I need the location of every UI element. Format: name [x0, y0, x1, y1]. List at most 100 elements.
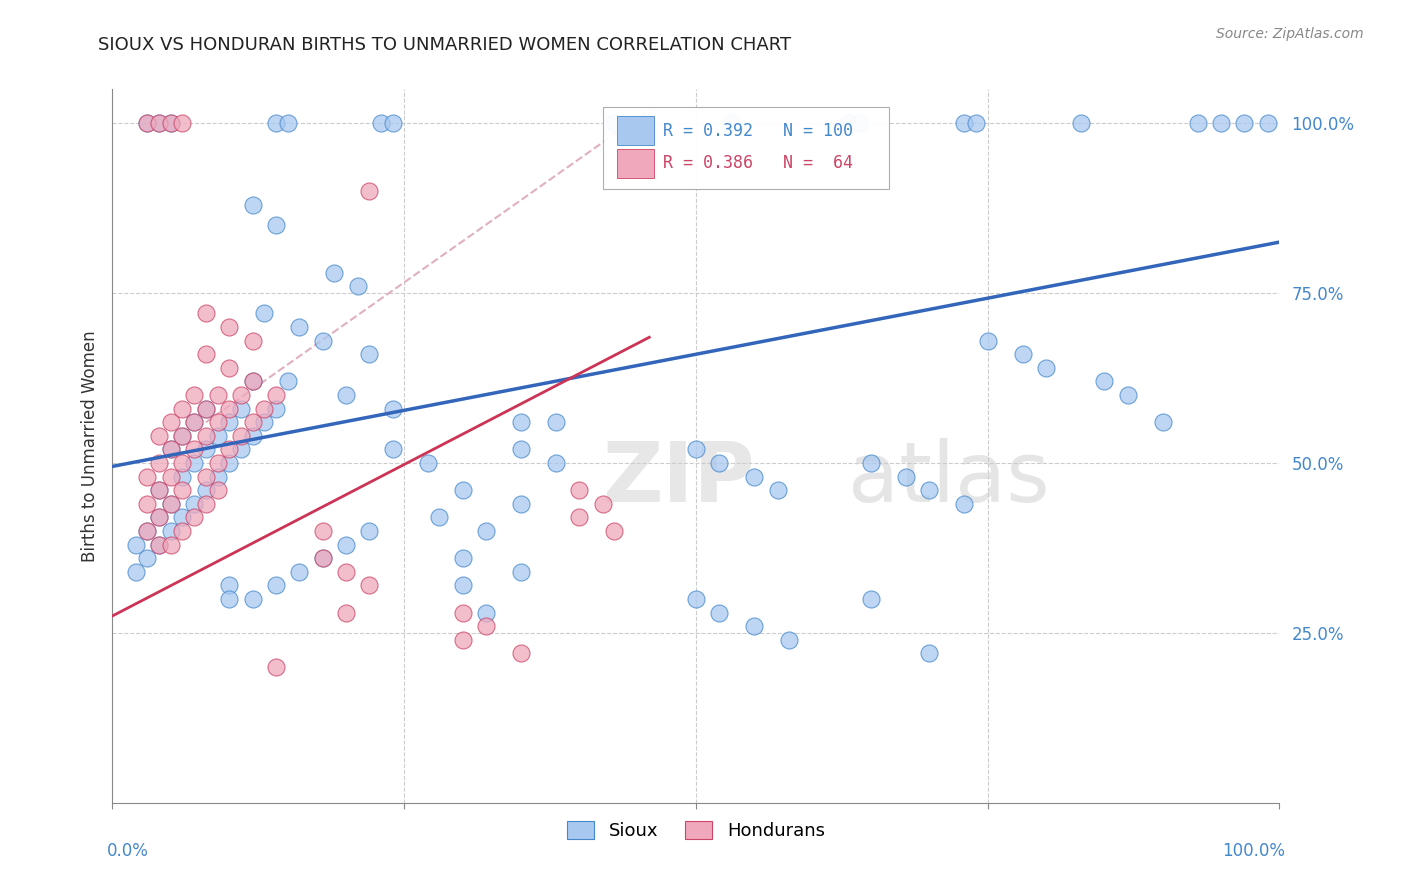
- Point: [194, 497, 217, 511]
- Point: [194, 429, 217, 443]
- Point: [475, 524, 498, 538]
- Point: [229, 401, 252, 416]
- Point: [160, 537, 183, 551]
- Legend: Sioux, Hondurans: Sioux, Hondurans: [560, 814, 832, 847]
- Point: [509, 415, 531, 429]
- Point: [148, 429, 170, 443]
- Point: [160, 524, 183, 538]
- Point: [311, 524, 333, 538]
- Point: [172, 429, 194, 443]
- Point: [183, 442, 205, 457]
- Point: [194, 442, 217, 457]
- Point: [148, 483, 170, 498]
- Point: [451, 483, 474, 498]
- Point: [603, 524, 626, 538]
- Point: [592, 497, 614, 511]
- Point: [359, 578, 381, 592]
- Point: [160, 415, 183, 429]
- Point: [172, 483, 194, 498]
- Point: [860, 591, 883, 606]
- Point: [335, 537, 357, 551]
- Point: [207, 469, 229, 483]
- Point: [160, 116, 183, 130]
- Point: [264, 218, 287, 232]
- Point: [766, 483, 789, 498]
- Point: [335, 565, 357, 579]
- Point: [544, 456, 567, 470]
- Point: [264, 116, 287, 130]
- Point: [288, 320, 311, 334]
- FancyBboxPatch shape: [617, 116, 654, 145]
- Point: [148, 510, 170, 524]
- Y-axis label: Births to Unmarried Women: Births to Unmarried Women: [80, 330, 98, 562]
- Point: [218, 456, 240, 470]
- Point: [860, 456, 883, 470]
- Point: [160, 442, 183, 457]
- Point: [1070, 116, 1092, 130]
- Point: [509, 442, 531, 457]
- Point: [1152, 415, 1174, 429]
- Point: [848, 116, 870, 130]
- Point: [172, 401, 194, 416]
- Point: [427, 510, 450, 524]
- Point: [183, 415, 205, 429]
- Point: [194, 306, 217, 320]
- Point: [381, 401, 404, 416]
- Point: [253, 401, 276, 416]
- Point: [229, 442, 252, 457]
- Point: [778, 632, 800, 647]
- Text: SIOUX VS HONDURAN BIRTHS TO UNMARRIED WOMEN CORRELATION CHART: SIOUX VS HONDURAN BIRTHS TO UNMARRIED WO…: [98, 36, 792, 54]
- Point: [918, 483, 941, 498]
- Point: [242, 429, 264, 443]
- Point: [475, 619, 498, 633]
- Point: [242, 198, 264, 212]
- Point: [172, 456, 194, 470]
- Point: [509, 646, 531, 660]
- Point: [976, 334, 998, 348]
- Point: [1209, 116, 1232, 130]
- Point: [218, 320, 240, 334]
- Point: [148, 483, 170, 498]
- Text: 100.0%: 100.0%: [1222, 842, 1285, 860]
- Point: [253, 306, 276, 320]
- Point: [136, 497, 159, 511]
- Point: [264, 660, 287, 674]
- Point: [183, 456, 205, 470]
- Point: [207, 388, 229, 402]
- Point: [218, 415, 240, 429]
- Text: atlas: atlas: [848, 438, 1049, 518]
- Point: [894, 469, 917, 483]
- Point: [136, 551, 159, 566]
- Point: [720, 116, 742, 130]
- Point: [381, 442, 404, 457]
- Point: [953, 497, 976, 511]
- Point: [709, 606, 731, 620]
- Point: [544, 415, 567, 429]
- Point: [603, 116, 626, 130]
- Point: [136, 524, 159, 538]
- Point: [207, 415, 229, 429]
- Point: [194, 469, 217, 483]
- Point: [148, 537, 170, 551]
- Text: R = 0.392   N = 100: R = 0.392 N = 100: [664, 121, 853, 139]
- Point: [311, 551, 333, 566]
- Point: [136, 116, 159, 130]
- Point: [136, 116, 159, 130]
- Text: 0.0%: 0.0%: [107, 842, 149, 860]
- Point: [451, 551, 474, 566]
- Point: [370, 116, 392, 130]
- Point: [183, 497, 205, 511]
- Point: [509, 565, 531, 579]
- Point: [568, 510, 591, 524]
- Point: [125, 565, 148, 579]
- Point: [148, 510, 170, 524]
- Point: [475, 606, 498, 620]
- Point: [451, 632, 474, 647]
- Point: [183, 510, 205, 524]
- Text: R = 0.386   N =  64: R = 0.386 N = 64: [664, 154, 853, 172]
- Point: [1116, 388, 1139, 402]
- Point: [837, 116, 859, 130]
- Point: [194, 401, 217, 416]
- Point: [160, 442, 183, 457]
- Point: [160, 116, 183, 130]
